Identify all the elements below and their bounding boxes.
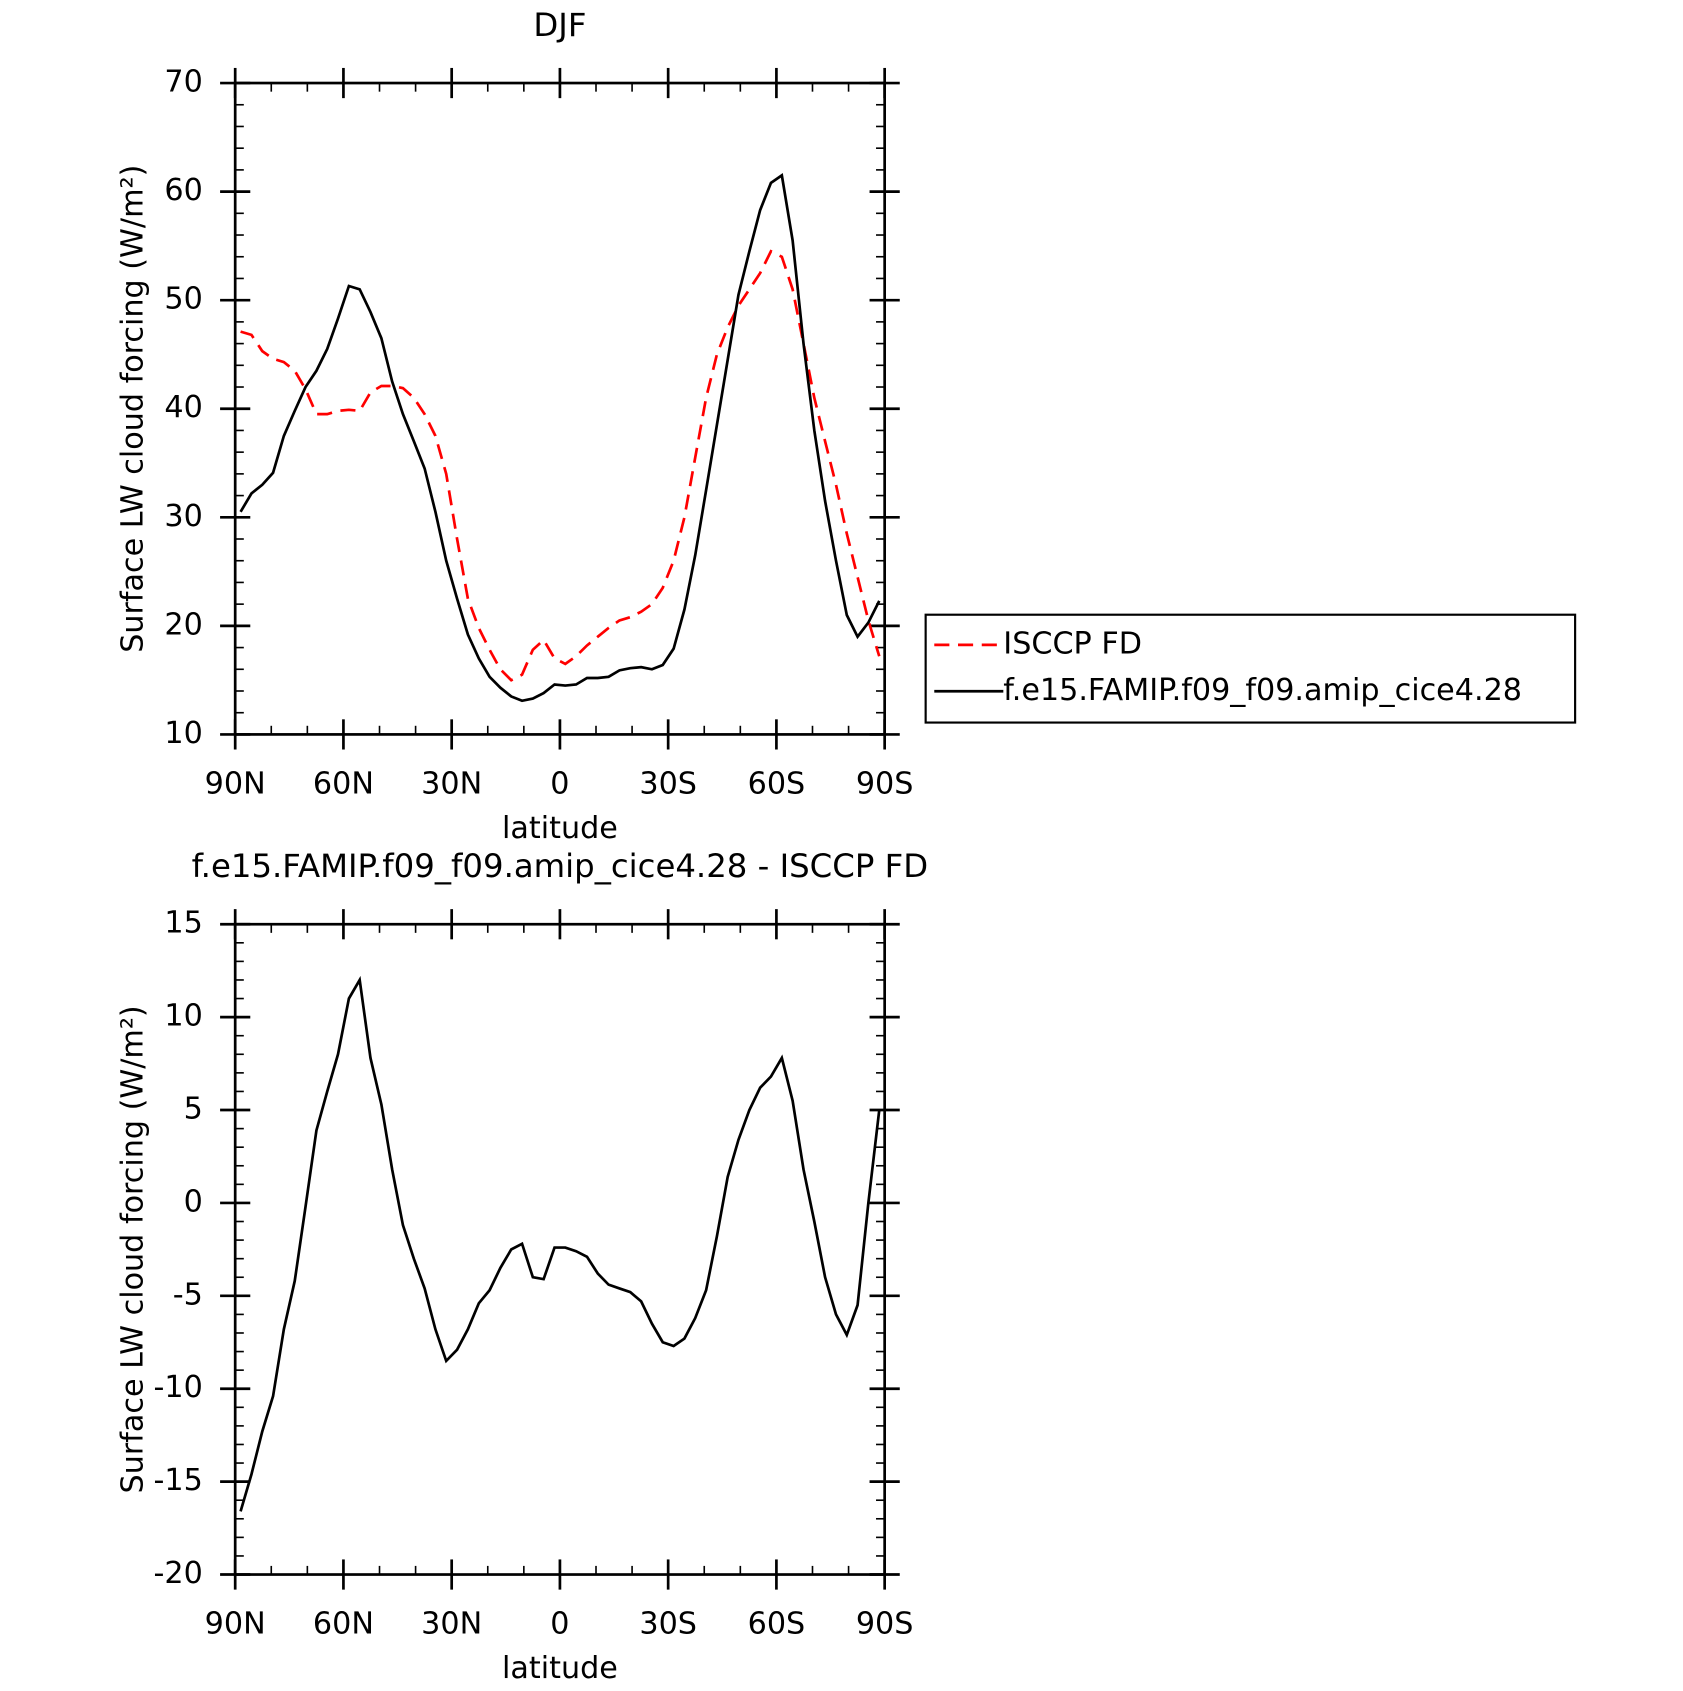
legend-label: f.e15.FAMIP.f09_f09.amip_cice4.28 — [1003, 673, 1522, 708]
x-tick-label: 60S — [748, 1607, 806, 1642]
legend-label: ISCCP FD — [1003, 626, 1142, 661]
y-axis-label: Surface LW cloud forcing (W/m²) — [115, 165, 150, 653]
x-tick-label: 30S — [639, 767, 697, 802]
y-tick-label: 50 — [164, 282, 202, 317]
y-tick-label: -5 — [173, 1277, 203, 1312]
x-tick-label: 30N — [421, 1607, 482, 1642]
x-tick-label: 0 — [550, 1607, 569, 1642]
x-axis-label: latitude — [502, 811, 618, 846]
y-tick-label: 5 — [184, 1092, 203, 1127]
data-line — [239, 975, 881, 1512]
x-tick-label: 90N — [205, 1607, 266, 1642]
y-tick-label: 20 — [164, 607, 202, 642]
legend-box — [924, 613, 1577, 724]
chart-title: DJF — [533, 6, 586, 44]
y-tick-label: -15 — [154, 1463, 203, 1498]
y-tick-label: 10 — [164, 716, 202, 751]
y-tick-label: 70 — [164, 65, 202, 100]
plot-frame — [233, 922, 887, 1576]
y-tick-label: -10 — [154, 1370, 203, 1405]
x-tick-label: 90N — [205, 767, 266, 802]
x-tick-label: 90S — [856, 1607, 914, 1642]
x-tick-label: 60S — [748, 767, 806, 802]
y-tick-label: -20 — [154, 1556, 203, 1591]
y-axis-label: Surface LW cloud forcing (W/m²) — [115, 1005, 150, 1493]
y-tick-label: 10 — [164, 999, 202, 1034]
x-axis-label: latitude — [502, 1651, 618, 1686]
x-tick-label: 60N — [313, 767, 374, 802]
x-tick-label: 60N — [313, 1607, 374, 1642]
x-tick-label: 30S — [639, 1607, 697, 1642]
data-line — [239, 173, 881, 703]
chart-title: f.e15.FAMIP.f09_f09.amip_cice4.28 - ISCC… — [192, 847, 929, 885]
x-tick-label: 30N — [421, 767, 482, 802]
plot-frame — [233, 81, 887, 736]
x-tick-label: 0 — [550, 767, 569, 802]
y-tick-label: 60 — [164, 173, 202, 208]
y-tick-label: 0 — [184, 1184, 203, 1219]
y-tick-label: 15 — [164, 906, 202, 941]
x-tick-label: 90S — [856, 767, 914, 802]
y-tick-label: 40 — [164, 390, 202, 425]
y-tick-label: 30 — [164, 499, 202, 534]
data-line — [240, 249, 881, 682]
